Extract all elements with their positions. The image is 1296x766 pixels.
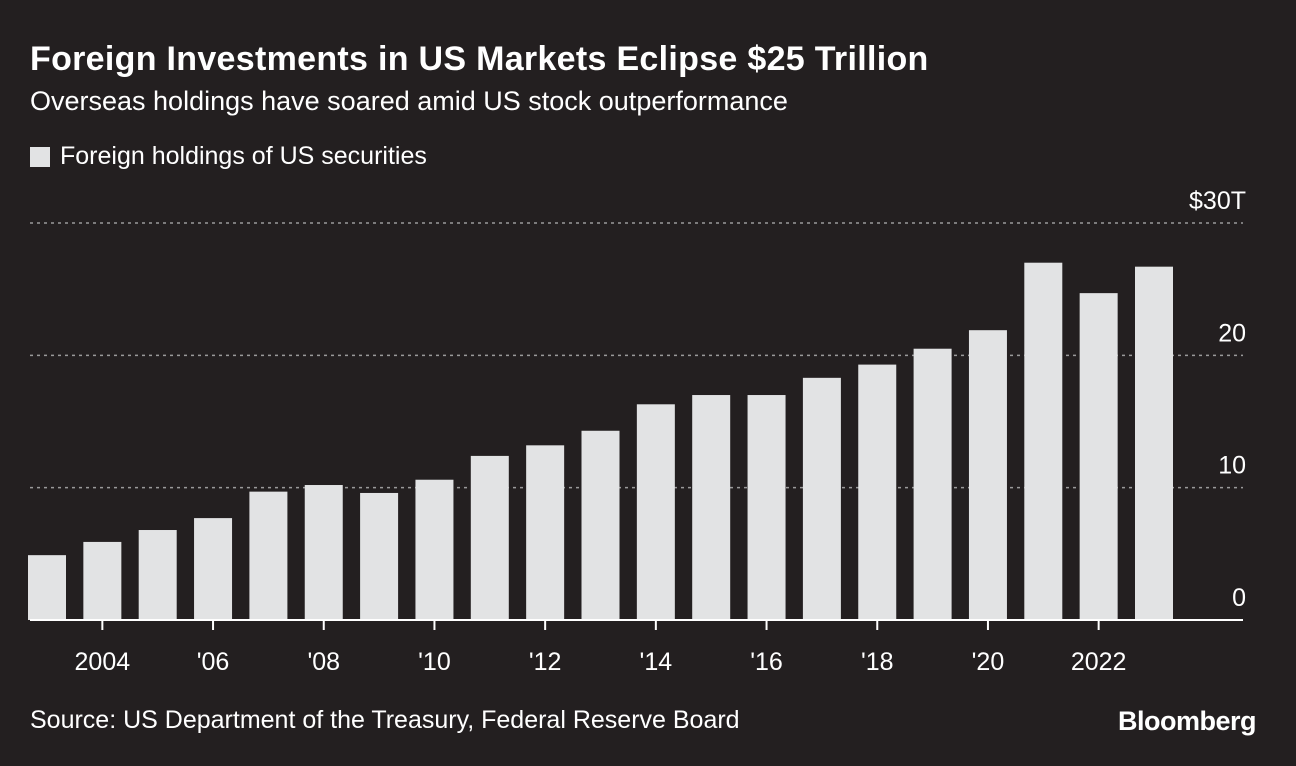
y-tick-label: 0 [1232,584,1246,612]
x-tick-label: '08 [307,648,340,676]
legend-swatch [30,146,50,167]
x-tick-label: '18 [861,648,894,676]
bar-2017 [802,377,841,620]
bar-2020 [968,330,1007,620]
chart-title: Foreign Investments in US Markets Eclips… [30,40,929,78]
bar-2014 [636,404,675,620]
bar-2013 [581,430,620,620]
legend-label: Foreign holdings of US securities [60,142,427,170]
bar-2006 [194,518,233,620]
y-tick-label: $30T [1189,187,1246,215]
x-tick-label: '20 [972,648,1005,676]
bloomberg-logo: Bloomberg [1117,706,1257,736]
bar-2009 [360,492,399,620]
x-tick-label: '06 [197,648,230,676]
x-tick-label: '14 [640,648,673,676]
bar-2008 [304,485,343,620]
x-tick-label: '10 [418,648,451,676]
x-tick-label: 2004 [75,648,131,676]
bar-2016 [747,395,786,620]
bar-2007 [249,491,288,620]
chart-legend: Foreign holdings of US securities [30,142,427,171]
x-tick-label: '12 [529,648,562,676]
x-tick-label: '16 [750,648,783,676]
bar-2004 [83,541,122,620]
bar-2019 [913,348,952,620]
bar-2022 [1079,293,1118,620]
bar-2005 [138,530,177,620]
x-tick-label: 2022 [1071,648,1127,676]
bar-2015 [692,395,731,620]
bar-2003 [28,555,66,620]
bar-2021 [1024,262,1063,620]
y-tick-label: 20 [1218,319,1246,347]
bar-2010 [415,479,454,620]
bar-2012 [526,445,565,620]
source-note: Source: US Department of the Treasury, F… [30,706,740,734]
chart-subtitle: Overseas holdings have soared amid US st… [30,86,788,116]
y-tick-label: 10 [1218,452,1246,480]
bar-2011 [470,455,509,620]
bar-2018 [858,364,897,620]
bar-2023 [1135,266,1173,620]
